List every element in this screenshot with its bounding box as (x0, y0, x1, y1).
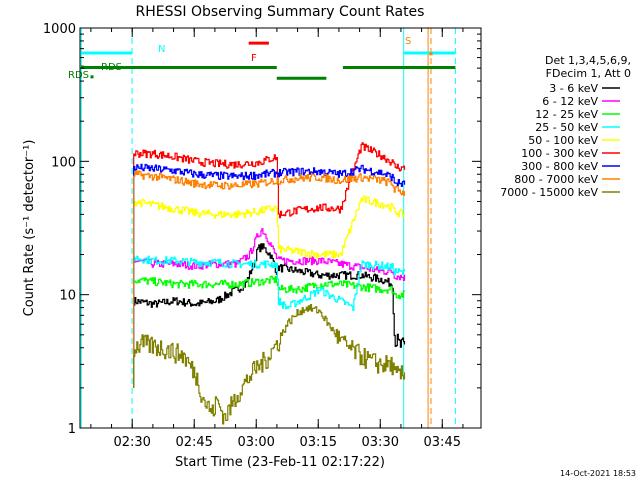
rds-flag-point (80, 65, 84, 69)
x-tick-label: 02:30 (113, 435, 150, 450)
legend: Det 1,3,4,5,6,9,FDecim 1, Att 0 3 - 6 keV… (500, 54, 631, 199)
x-tick-label: 03:00 (237, 435, 274, 450)
saa-flag-label: S (405, 36, 411, 47)
legend-header-line: Det 1,3,4,5,6,9, (545, 54, 631, 67)
x-axis-label: Start Time (23-Feb-11 02:17:22) (175, 455, 385, 470)
series-line-300-800-kev (133, 163, 406, 388)
legend-entry-label: 50 - 100 keV (528, 134, 598, 147)
y-tick-label: 100 (51, 155, 76, 170)
legend-entry-label: 3 - 6 keV (549, 82, 598, 95)
flare-flag-label: F (251, 53, 257, 64)
x-tick-label: 03:15 (300, 435, 337, 450)
plot-frame (79, 27, 482, 429)
series-line-100-300-kev (133, 142, 406, 388)
timestamp: 14-Oct-2021 18:53 (560, 469, 636, 478)
legend-entry-label: 800 - 7000 keV (514, 173, 598, 186)
legend-entry-label: 6 - 12 keV (542, 95, 598, 108)
legend-entry-label: 100 - 300 keV (521, 147, 598, 160)
x-tick-label: 02:45 (175, 435, 212, 450)
legend-entry-label: 12 - 25 keV (535, 108, 598, 121)
legend-header-line: FDecim 1, Att 0 (546, 67, 631, 80)
night-flag-label: N (158, 44, 165, 55)
series-line-50-100-kev (133, 195, 406, 388)
axes-layer: 1 10 100 1000 02:30 02:45 03:00 03:15 03:30 03:45 (43, 22, 481, 450)
y-tick-label: 10 (59, 289, 76, 304)
rds-flag-label: RDS (101, 62, 122, 73)
series-line-7000-15000-kev (133, 304, 406, 425)
chart-title: RHESSI Observing Summary Count Rates (136, 4, 425, 20)
series-line-3-6-kev (133, 243, 406, 388)
y-tick-label: 1000 (43, 22, 76, 37)
legend-entry-label: 25 - 50 keV (535, 121, 598, 134)
x-tick-label: 03:30 (362, 435, 399, 450)
series-line-12-25-kev (133, 275, 406, 388)
series-line-6-12-kev (133, 228, 406, 388)
legend-entry-label: 7000 - 15000 keV (500, 186, 598, 199)
x-tick-label: 03:45 (424, 435, 461, 450)
y-tick-label: 1 (68, 422, 76, 437)
y-axis-label: Count Rate (s⁻¹ detector⁻¹) (22, 140, 37, 317)
rds-flag-label: RDS (68, 70, 89, 81)
rds-flag-point (90, 75, 94, 79)
plot-layer: RDS RDS F S N (68, 28, 456, 428)
series-line-25-50-kev (133, 255, 406, 388)
legend-entry-label: 300 - 800 keV (521, 160, 598, 173)
series-line-800-7000-kev (133, 170, 406, 388)
